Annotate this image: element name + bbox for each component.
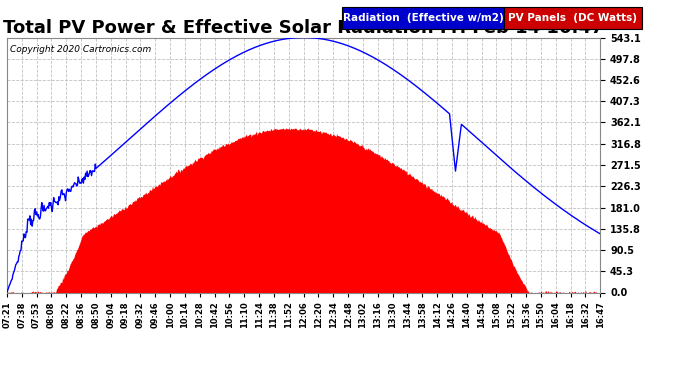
Title: Total PV Power & Effective Solar Radiation Fri Feb 14 16:47: Total PV Power & Effective Solar Radiati… [3, 20, 604, 38]
Text: Copyright 2020 Cartronics.com: Copyright 2020 Cartronics.com [10, 45, 151, 54]
Text: Radiation  (Effective w/m2): Radiation (Effective w/m2) [343, 13, 503, 23]
Text: PV Panels  (DC Watts): PV Panels (DC Watts) [509, 13, 637, 23]
